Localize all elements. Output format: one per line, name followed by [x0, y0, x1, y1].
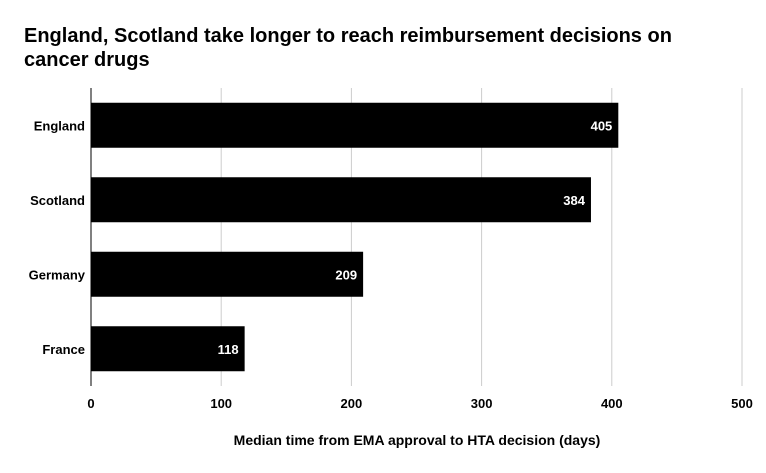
bar-scotland — [91, 177, 591, 223]
bar-france — [91, 326, 245, 372]
x-tick-label: 0 — [87, 396, 94, 411]
x-tick-label: 300 — [471, 396, 493, 411]
x-tick-label: 400 — [601, 396, 623, 411]
axes: 0 100 200 300 400 500 England Scotland Germany Fr… — [29, 88, 753, 411]
category-label: Germany — [29, 267, 86, 282]
x-tick-label: 500 — [731, 396, 753, 411]
x-tick-label: 200 — [341, 396, 363, 411]
chart-title: England, Scotland take longer to reach r… — [24, 25, 672, 71]
data-label: 405 — [591, 118, 613, 133]
category-label: Scotland — [30, 193, 85, 208]
bar-england — [91, 102, 619, 148]
bar-germany — [91, 251, 364, 297]
x-tick-label: 100 — [210, 396, 232, 411]
category-label: France — [42, 342, 85, 357]
category-label: England — [34, 118, 85, 133]
x-axis-label: Median time from EMA approval to HTA dec… — [234, 432, 601, 448]
data-label: 209 — [335, 267, 357, 282]
data-label: 118 — [218, 342, 239, 357]
data-label: 384 — [563, 193, 585, 208]
bars: 405 384 209 118 — [91, 102, 619, 372]
